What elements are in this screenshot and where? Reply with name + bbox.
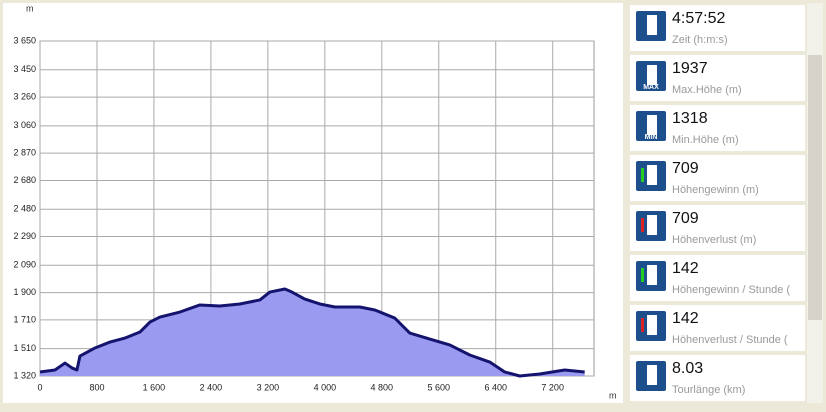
stat-value: 1937 xyxy=(672,60,708,77)
y-tick-label: 1 510 xyxy=(13,343,36,353)
icon-glyph xyxy=(647,265,657,285)
y-tick-label: 3 650 xyxy=(13,35,36,45)
y-tick-label: 3 450 xyxy=(13,64,36,74)
x-axis-label: m xyxy=(609,390,617,400)
x-tick-label: 0 xyxy=(37,382,42,392)
stat-value: 142 xyxy=(672,310,699,327)
x-tick-label: 4 800 xyxy=(371,382,394,392)
y-tick-label: 2 090 xyxy=(13,260,36,270)
y-tick-label: 2 680 xyxy=(13,175,36,185)
stat-label: Zeit (h:m:s) xyxy=(672,34,728,46)
stat-label: Höhenverlust (m) xyxy=(672,234,756,246)
icon-text: MIN xyxy=(645,134,658,141)
scroll-thumb[interactable] xyxy=(808,55,822,320)
y-tick-label: 3 260 xyxy=(13,91,36,101)
x-tick-label: 800 xyxy=(89,382,104,392)
y-tick-label: 2 870 xyxy=(13,148,36,158)
stat-value: 142 xyxy=(672,260,699,277)
y-axis-label: m xyxy=(26,3,34,13)
stat-label: Max.Höhe (m) xyxy=(672,84,742,96)
y-tick-label: 3 060 xyxy=(13,120,36,130)
line xyxy=(39,287,585,378)
icon-glyph xyxy=(647,115,657,135)
x-tick-label: 5 600 xyxy=(428,382,451,392)
icon-glyph xyxy=(647,315,657,335)
stat-value: 709 xyxy=(672,210,699,227)
x-tick-label: 1 600 xyxy=(143,382,166,392)
area xyxy=(40,289,585,376)
y-tick-label: 2 480 xyxy=(13,204,36,214)
stat-value: 709 xyxy=(672,160,699,177)
y-tick-label: 2 290 xyxy=(13,231,36,241)
y-tick-label: 1 320 xyxy=(13,370,36,380)
stat-value: 4:57:52 xyxy=(672,10,725,27)
icon-text: MAX xyxy=(643,84,659,91)
stat-label: Höhengewinn (m) xyxy=(672,184,759,196)
y-tick-label: 1 900 xyxy=(13,287,36,297)
icon-arrow xyxy=(641,168,644,182)
stat-label: Min.Höhe (m) xyxy=(672,134,739,146)
stat-label: Höhenverlust / Stunde ( xyxy=(672,334,788,346)
y-tick-label: 1 710 xyxy=(13,314,36,324)
icon-glyph xyxy=(647,15,657,35)
icon-glyph xyxy=(647,215,657,235)
icon-glyph xyxy=(647,365,657,385)
x-tick-label: 2 400 xyxy=(200,382,223,392)
x-tick-label: 7 200 xyxy=(541,382,564,392)
stat-value: 8.03 xyxy=(672,360,703,377)
icon-arrow xyxy=(641,318,644,332)
icon-glyph xyxy=(647,65,657,85)
stat-label: Höhengewinn / Stunde ( xyxy=(672,284,790,296)
stat-value: 1318 xyxy=(672,110,708,127)
x-tick-label: 6 400 xyxy=(484,382,507,392)
x-tick-label: 4 000 xyxy=(314,382,337,392)
stat-label: Tourlänge (km) xyxy=(672,384,745,396)
icon-arrow xyxy=(641,268,644,282)
x-tick-label: 3 200 xyxy=(257,382,280,392)
icon-arrow xyxy=(641,218,644,232)
icon-glyph xyxy=(647,165,657,185)
